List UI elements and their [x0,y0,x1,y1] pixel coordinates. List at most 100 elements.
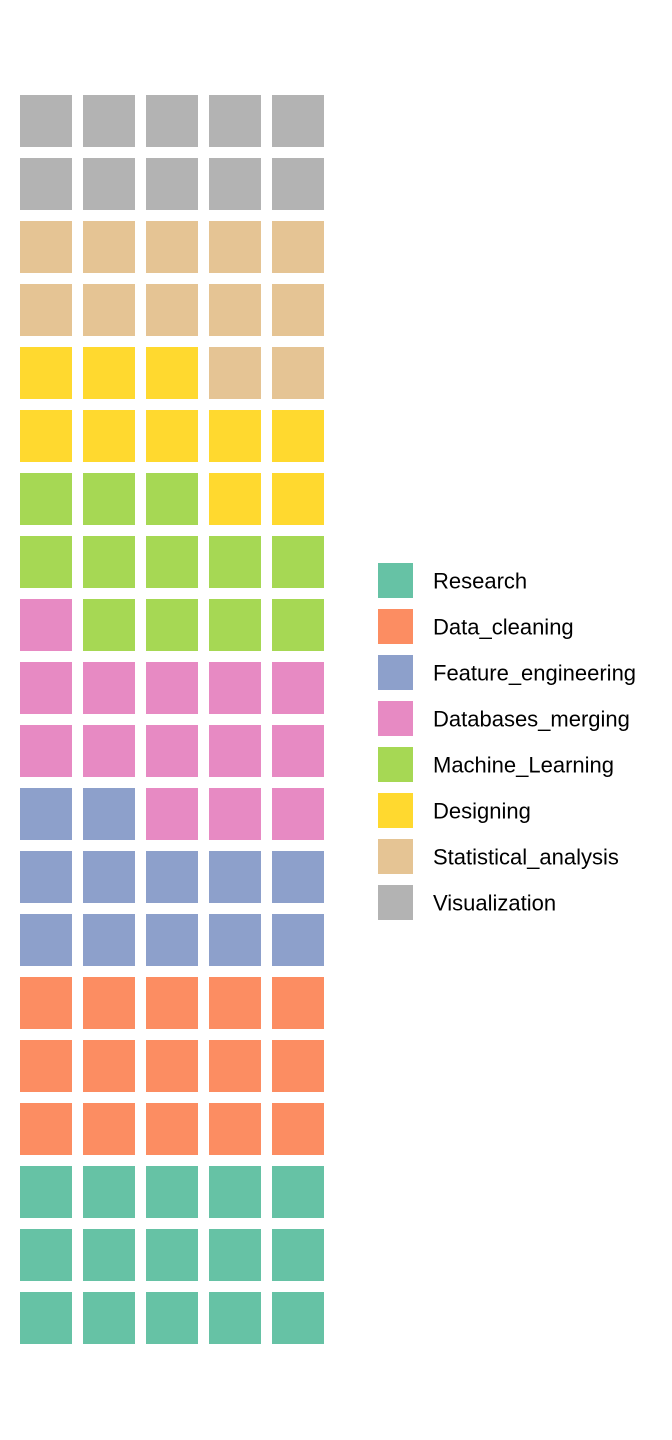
waffle-tile-research [209,1292,261,1344]
waffle-tile-feature-engineering [20,914,72,966]
legend-label: Visualization [433,891,556,916]
waffle-tile-designing [83,410,135,462]
legend-item: Statistical_analysis [378,839,619,874]
waffle-tile-machine-learning [83,473,135,525]
waffle-tile-machine-learning [209,536,261,588]
waffle-tile-data-cleaning [146,1103,198,1155]
waffle-tile-databases-merging [146,725,198,777]
waffle-tile-machine-learning [146,473,198,525]
waffle-tile-visualization [20,95,72,147]
waffle-tile-feature-engineering [83,851,135,903]
waffle-tile-feature-engineering [146,851,198,903]
waffle-tile-research [83,1229,135,1281]
waffle-tile-machine-learning [272,536,324,588]
waffle-tile-visualization [209,158,261,210]
legend-label: Data_cleaning [433,615,574,640]
legend-label: Statistical_analysis [433,845,619,870]
waffle-tile-data-cleaning [209,977,261,1029]
waffle-tile-research [20,1292,72,1344]
waffle-tile-statistical-analysis [272,347,324,399]
legend-swatch [378,839,413,874]
legend-label: Databases_merging [433,707,630,732]
legend: Research Data_cleaning Feature_engineering… [378,563,636,920]
legend-item: Data_cleaning [378,609,574,644]
waffle-tile-statistical-analysis [20,284,72,336]
waffle-tile-research [83,1292,135,1344]
waffle-tile-research [209,1166,261,1218]
waffle-tile-research [146,1292,198,1344]
waffle-tile-statistical-analysis [146,284,198,336]
waffle-tile-feature-engineering [146,914,198,966]
legend-swatch [378,747,413,782]
waffle-tile-designing [209,473,261,525]
waffle-tile-feature-engineering [209,914,261,966]
waffle-tile-visualization [272,158,324,210]
legend-item: Machine_Learning [378,747,614,782]
waffle-tile-feature-engineering [209,851,261,903]
legend-swatch [378,701,413,736]
legend-label: Feature_engineering [433,661,636,686]
legend-item: Feature_engineering [378,655,636,690]
waffle-tile-visualization [209,95,261,147]
waffle-tile-statistical-analysis [209,221,261,273]
waffle-tiles [20,95,324,1344]
waffle-tile-visualization [146,95,198,147]
waffle-tile-designing [272,410,324,462]
waffle-tile-visualization [146,158,198,210]
waffle-tile-databases-merging [20,662,72,714]
waffle-tile-databases-merging [20,599,72,651]
waffle-tile-statistical-analysis [272,284,324,336]
waffle-tile-feature-engineering [272,914,324,966]
legend-item: Designing [378,793,531,828]
waffle-tile-designing [83,347,135,399]
waffle-tile-databases-merging [209,788,261,840]
legend-item: Research [378,563,527,598]
waffle-tile-machine-learning [20,473,72,525]
waffle-tile-machine-learning [146,536,198,588]
waffle-tile-data-cleaning [209,1040,261,1092]
waffle-tile-research [146,1166,198,1218]
legend-swatch [378,793,413,828]
waffle-tile-data-cleaning [83,1103,135,1155]
waffle-tile-machine-learning [272,599,324,651]
waffle-tile-machine-learning [83,599,135,651]
legend-swatch [378,655,413,690]
waffle-tile-designing [146,410,198,462]
waffle-tile-visualization [83,158,135,210]
waffle-tile-research [272,1166,324,1218]
waffle-tile-research [20,1229,72,1281]
waffle-tile-databases-merging [209,662,261,714]
waffle-tile-statistical-analysis [209,347,261,399]
waffle-tile-databases-merging [209,725,261,777]
waffle-tile-data-cleaning [209,1103,261,1155]
waffle-tile-data-cleaning [83,1040,135,1092]
waffle-tile-data-cleaning [272,1103,324,1155]
waffle-tile-research [146,1229,198,1281]
waffle-tile-data-cleaning [20,977,72,1029]
waffle-tile-designing [20,347,72,399]
waffle-tile-data-cleaning [146,1040,198,1092]
waffle-tile-feature-engineering [20,851,72,903]
waffle-tile-visualization [272,95,324,147]
waffle-tile-data-cleaning [20,1040,72,1092]
legend-swatch [378,885,413,920]
legend-label: Machine_Learning [433,753,614,778]
waffle-tile-feature-engineering [272,851,324,903]
waffle-tile-data-cleaning [272,977,324,1029]
waffle-tile-feature-engineering [20,788,72,840]
waffle-tile-visualization [20,158,72,210]
waffle-tile-databases-merging [83,662,135,714]
waffle-tile-designing [272,473,324,525]
waffle-tile-machine-learning [83,536,135,588]
waffle-tile-databases-merging [146,788,198,840]
waffle-tile-machine-learning [146,599,198,651]
waffle-tile-databases-merging [146,662,198,714]
waffle-tile-data-cleaning [146,977,198,1029]
legend-label: Designing [433,799,531,824]
waffle-tile-designing [20,410,72,462]
waffle-tile-research [83,1166,135,1218]
legend-label: Research [433,569,527,594]
waffle-tile-databases-merging [272,788,324,840]
waffle-tile-research [272,1292,324,1344]
